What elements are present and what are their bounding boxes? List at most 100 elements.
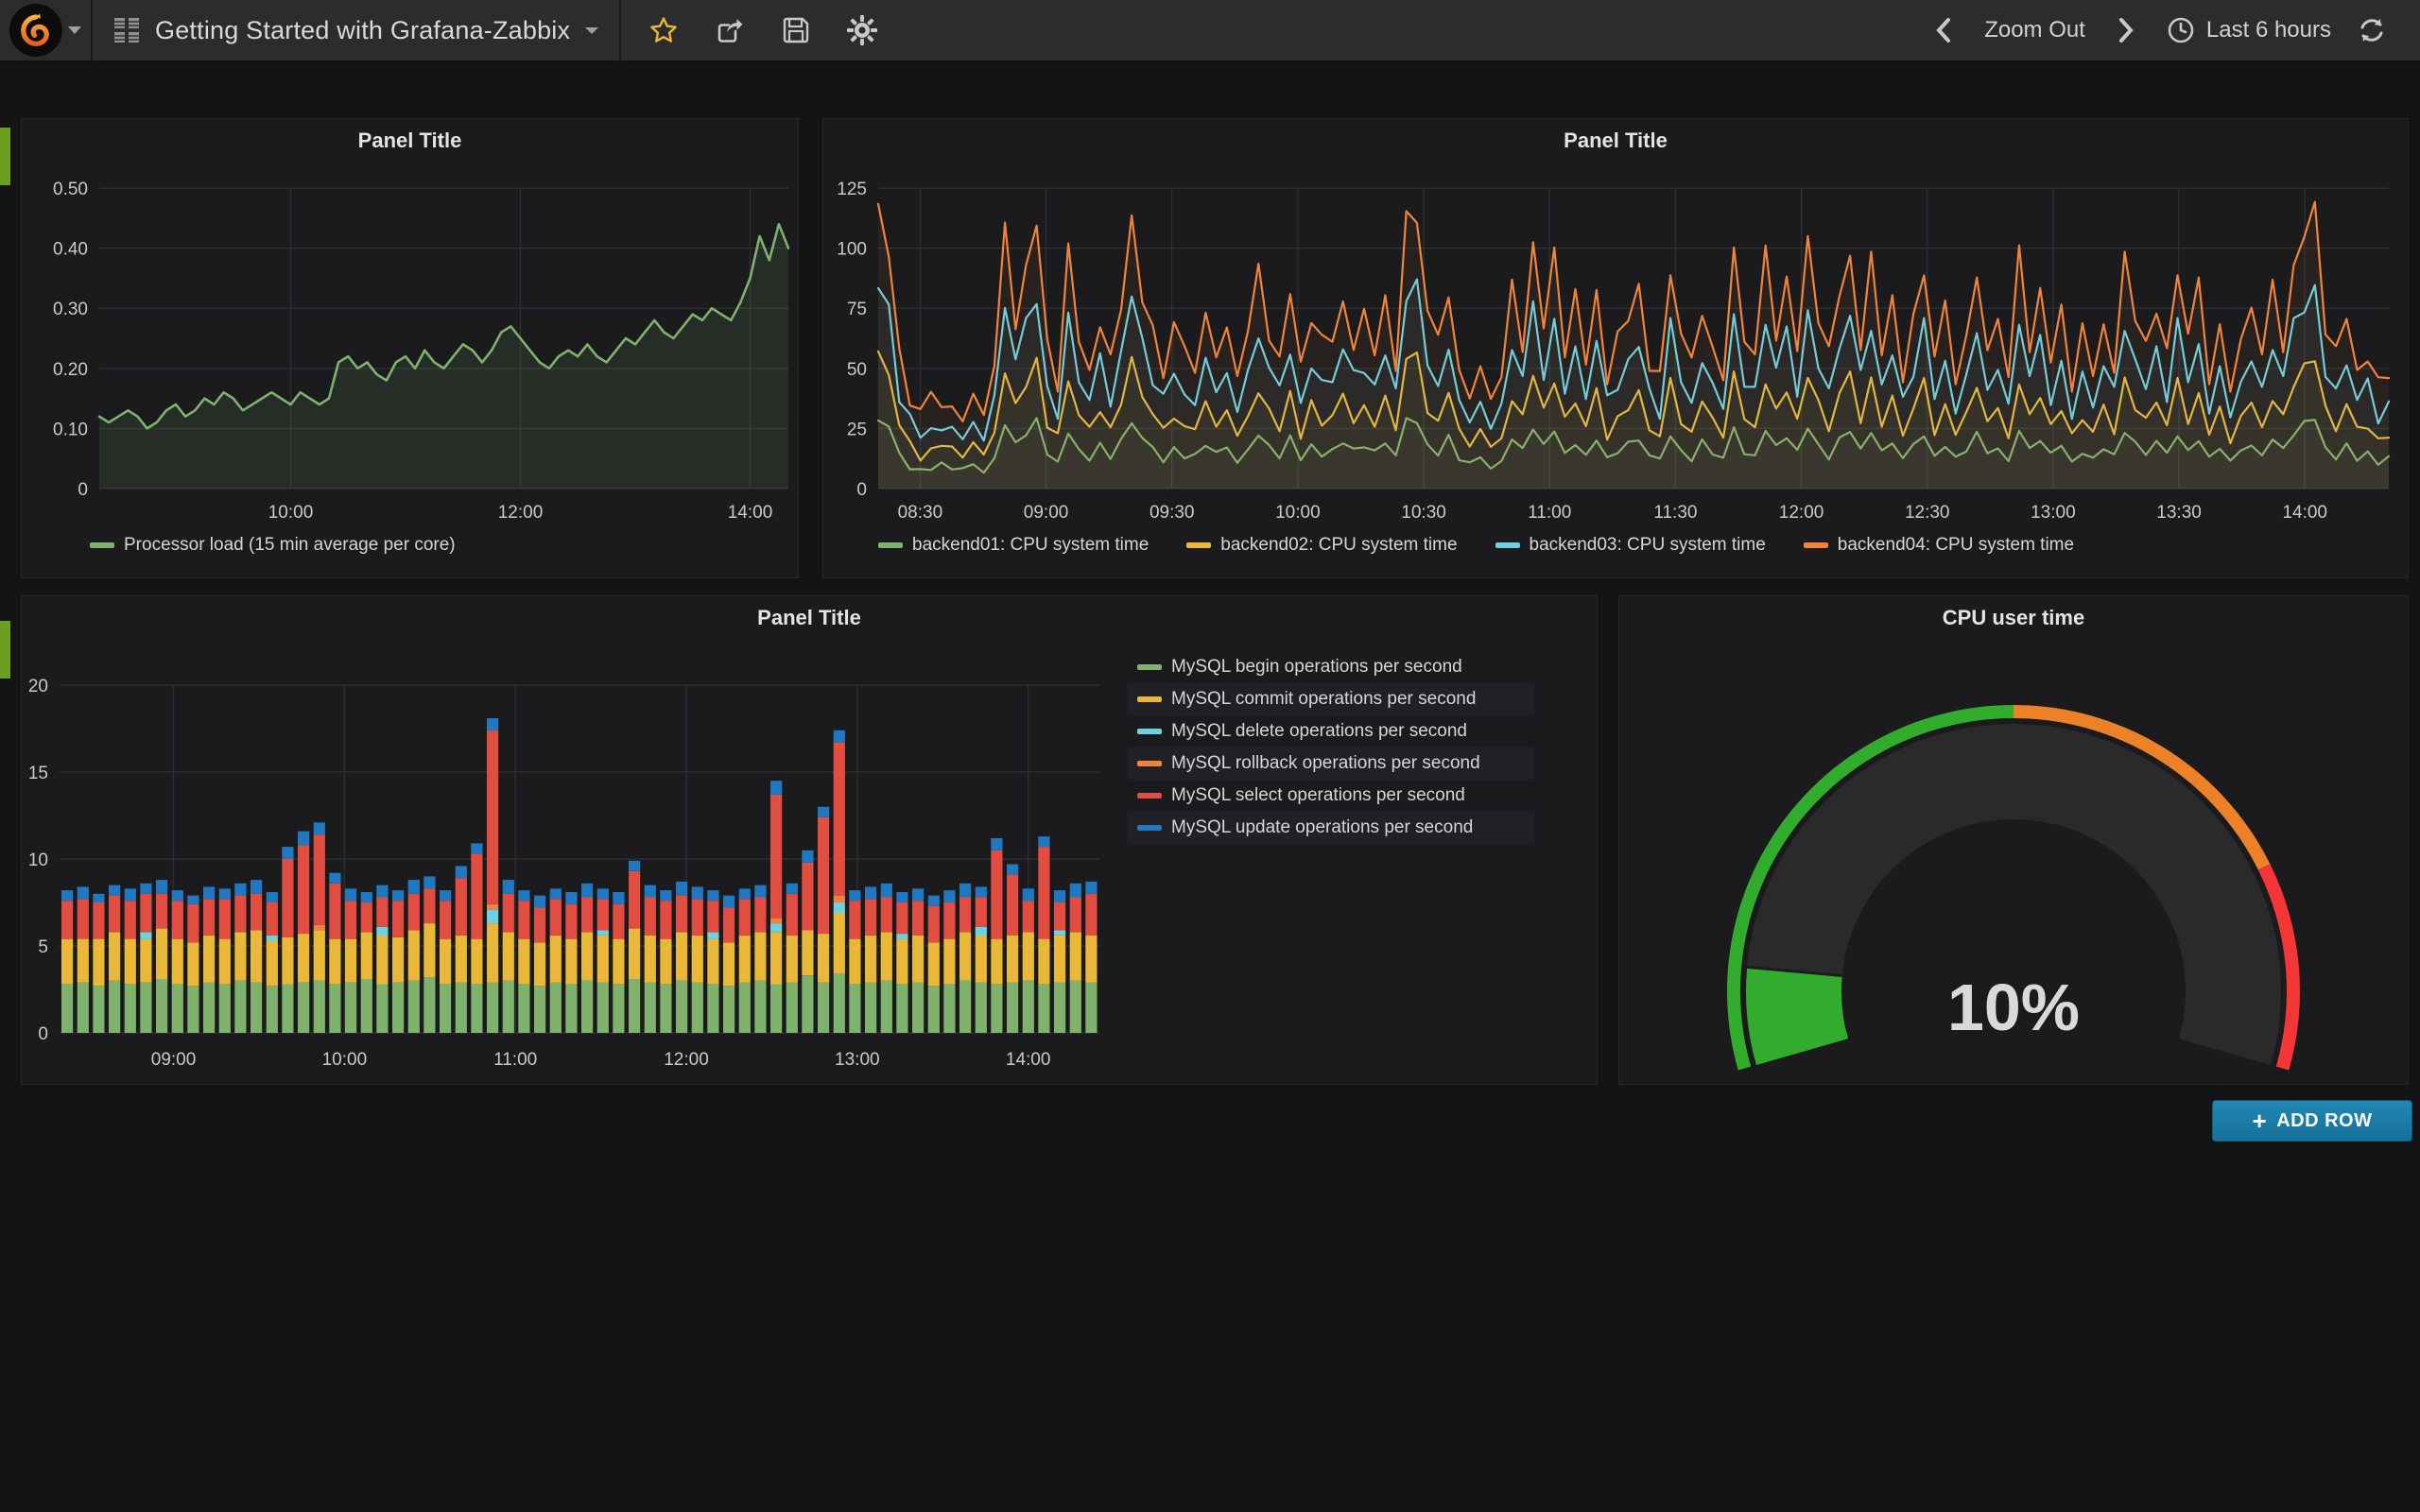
svg-text:100: 100 [837, 240, 867, 260]
svg-text:12:00: 12:00 [498, 503, 544, 523]
legend-item-mysql[interactable]: MySQL update operations per second [1128, 812, 1534, 844]
dashboard-title-dropdown[interactable]: Getting Started with Grafana-Zabbix [93, 0, 619, 61]
legend: MySQL begin operations per second MySQL c… [1128, 651, 1534, 844]
svg-text:09:30: 09:30 [1150, 503, 1195, 523]
svg-text:0: 0 [38, 1024, 48, 1044]
svg-text:125: 125 [837, 180, 867, 199]
legend-series-dash-icon [1137, 825, 1162, 831]
row-toggle-strip[interactable] [0, 621, 10, 679]
svg-text:0.50: 0.50 [53, 180, 88, 199]
legend-series-dash-icon [90, 542, 114, 548]
svg-text:0.30: 0.30 [53, 300, 88, 319]
svg-text:11:00: 11:00 [493, 1050, 537, 1070]
legend-series-dash-icon [1137, 761, 1162, 766]
svg-text:20: 20 [28, 677, 48, 696]
gauge-area[interactable] [1619, 640, 2408, 1089]
legend-item-backend[interactable]: backend03: CPU system time [1495, 535, 1766, 556]
legend-series-label: MySQL rollback operations per second [1171, 753, 1480, 773]
legend-series-label: backend04: CPU system time [1837, 535, 2075, 555]
dashboard-grid-icon [114, 18, 139, 43]
legend-series-dash-icon [878, 542, 903, 548]
legend-item-backend[interactable]: backend02: CPU system time [1186, 535, 1458, 556]
dashboard-title: Getting Started with Grafana-Zabbix [155, 15, 571, 44]
add-row-button[interactable]: + ADD ROW [2212, 1100, 2412, 1142]
legend-item-processor-load[interactable]: Processor load (15 min average per core) [90, 535, 456, 556]
legend-item-mysql[interactable]: MySQL select operations per second [1128, 780, 1534, 812]
panel-title[interactable]: Panel Title [757, 606, 861, 629]
svg-text:09:00: 09:00 [151, 1050, 197, 1070]
legend-item-mysql[interactable]: MySQL begin operations per second [1128, 651, 1534, 683]
panel-title[interactable]: CPU user time [1942, 606, 2085, 629]
panel-title[interactable]: Panel Title [1564, 129, 1668, 152]
time-controls: Zoom Out Last 6 hours [1927, 14, 2420, 46]
svg-text:10:00: 10:00 [322, 1050, 368, 1070]
svg-text:10:30: 10:30 [1401, 503, 1446, 523]
svg-text:13:00: 13:00 [2031, 503, 2076, 523]
legend-item-backend[interactable]: backend01: CPU system time [878, 535, 1149, 556]
svg-text:11:30: 11:30 [1653, 503, 1697, 523]
svg-text:12:30: 12:30 [1905, 503, 1950, 523]
svg-text:14:00: 14:00 [728, 503, 773, 523]
share-dashboard-button[interactable] [714, 14, 746, 46]
legend: Processor load (15 min average per core) [90, 535, 456, 556]
svg-text:08:30: 08:30 [898, 503, 943, 523]
gauge-value: 10% [1946, 971, 2081, 1044]
svg-text:0: 0 [856, 480, 867, 500]
legend-series-label: backend03: CPU system time [1529, 535, 1766, 555]
star-dashboard-button[interactable] [648, 14, 680, 46]
legend-series-dash-icon [1137, 729, 1162, 734]
zoom-out-left-chevron-icon[interactable] [1927, 14, 1960, 46]
legend: backend01: CPU system time backend02: CPU… [878, 535, 2074, 556]
grafana-logo-icon[interactable] [9, 4, 62, 57]
legend-series-label: Processor load (15 min average per core) [124, 535, 456, 555]
clock-icon [2168, 17, 2194, 43]
panel-processor-load: Panel Title 0.50 0.40 0.30 0.20 0.10 0 10:00 12… [21, 118, 799, 578]
graph-area[interactable]: 0.50 0.40 0.30 0.20 0.10 0 10:00 12:00 14:00 [22, 163, 798, 538]
save-dashboard-button[interactable] [780, 14, 812, 46]
navbar: Getting Started with Grafana-Zabbix [0, 0, 2420, 62]
settings-gear-button[interactable] [846, 14, 878, 46]
add-row-label: ADD ROW [2276, 1109, 2373, 1131]
svg-text:75: 75 [847, 300, 867, 319]
dashboard-actions [621, 14, 905, 46]
svg-text:13:30: 13:30 [2156, 503, 2202, 523]
graph-area[interactable]: 20 15 10 5 0 09:00 10:00 11:00 12:00 13:00 14:00 [22, 640, 1597, 1079]
svg-text:10:00: 10:00 [268, 503, 314, 523]
navbar-divider2 [619, 0, 622, 61]
panel-mysql-operations: Panel Title 20 15 10 5 0 09:00 10:00 11:00 12:00… [21, 595, 1598, 1085]
svg-text:0.10: 0.10 [53, 420, 88, 439]
legend-series-label: MySQL delete operations per second [1171, 721, 1467, 741]
main-menu-caret-icon [68, 26, 81, 34]
main-menu-button[interactable] [0, 0, 91, 61]
time-range-label: Last 6 hours [2205, 17, 2331, 43]
legend-series-dash-icon [1495, 542, 1520, 548]
legend-item-backend[interactable]: backend04: CPU system time [1803, 535, 2075, 556]
legend-item-mysql[interactable]: MySQL rollback operations per second [1128, 747, 1534, 780]
navbar-divider [91, 0, 93, 61]
svg-text:09:00: 09:00 [1024, 503, 1069, 523]
zoom-out-right-chevron-icon[interactable] [2110, 14, 2142, 46]
legend-series-label: backend02: CPU system time [1220, 535, 1458, 555]
legend-item-mysql[interactable]: MySQL commit operations per second [1128, 683, 1534, 715]
svg-text:15: 15 [28, 764, 48, 783]
graph-area[interactable]: 125 100 75 50 25 0 08:30 09:00 09:30 10:00 10:30 11… [823, 163, 2408, 538]
svg-text:10: 10 [28, 850, 48, 870]
legend-item-mysql[interactable]: MySQL delete operations per second [1128, 715, 1534, 747]
legend-series-label: MySQL update operations per second [1171, 817, 1474, 837]
legend-series-label: backend01: CPU system time [912, 535, 1150, 555]
svg-text:0: 0 [78, 480, 88, 500]
zoom-out-button[interactable]: Zoom Out [1984, 17, 2085, 43]
panel-title[interactable]: Panel Title [357, 129, 462, 152]
time-range-picker[interactable]: Last 6 hours [2167, 16, 2331, 44]
plus-icon: + [2252, 1107, 2268, 1135]
legend-series-label: MySQL select operations per second [1171, 785, 1465, 805]
svg-text:5: 5 [38, 937, 48, 957]
refresh-button[interactable] [2356, 14, 2388, 46]
svg-text:12:00: 12:00 [664, 1050, 709, 1070]
legend-series-dash-icon [1803, 542, 1828, 548]
legend-series-dash-icon [1137, 664, 1162, 670]
svg-text:14:00: 14:00 [1006, 1050, 1051, 1070]
svg-text:10:00: 10:00 [1275, 503, 1321, 523]
row-toggle-strip[interactable] [0, 128, 10, 185]
